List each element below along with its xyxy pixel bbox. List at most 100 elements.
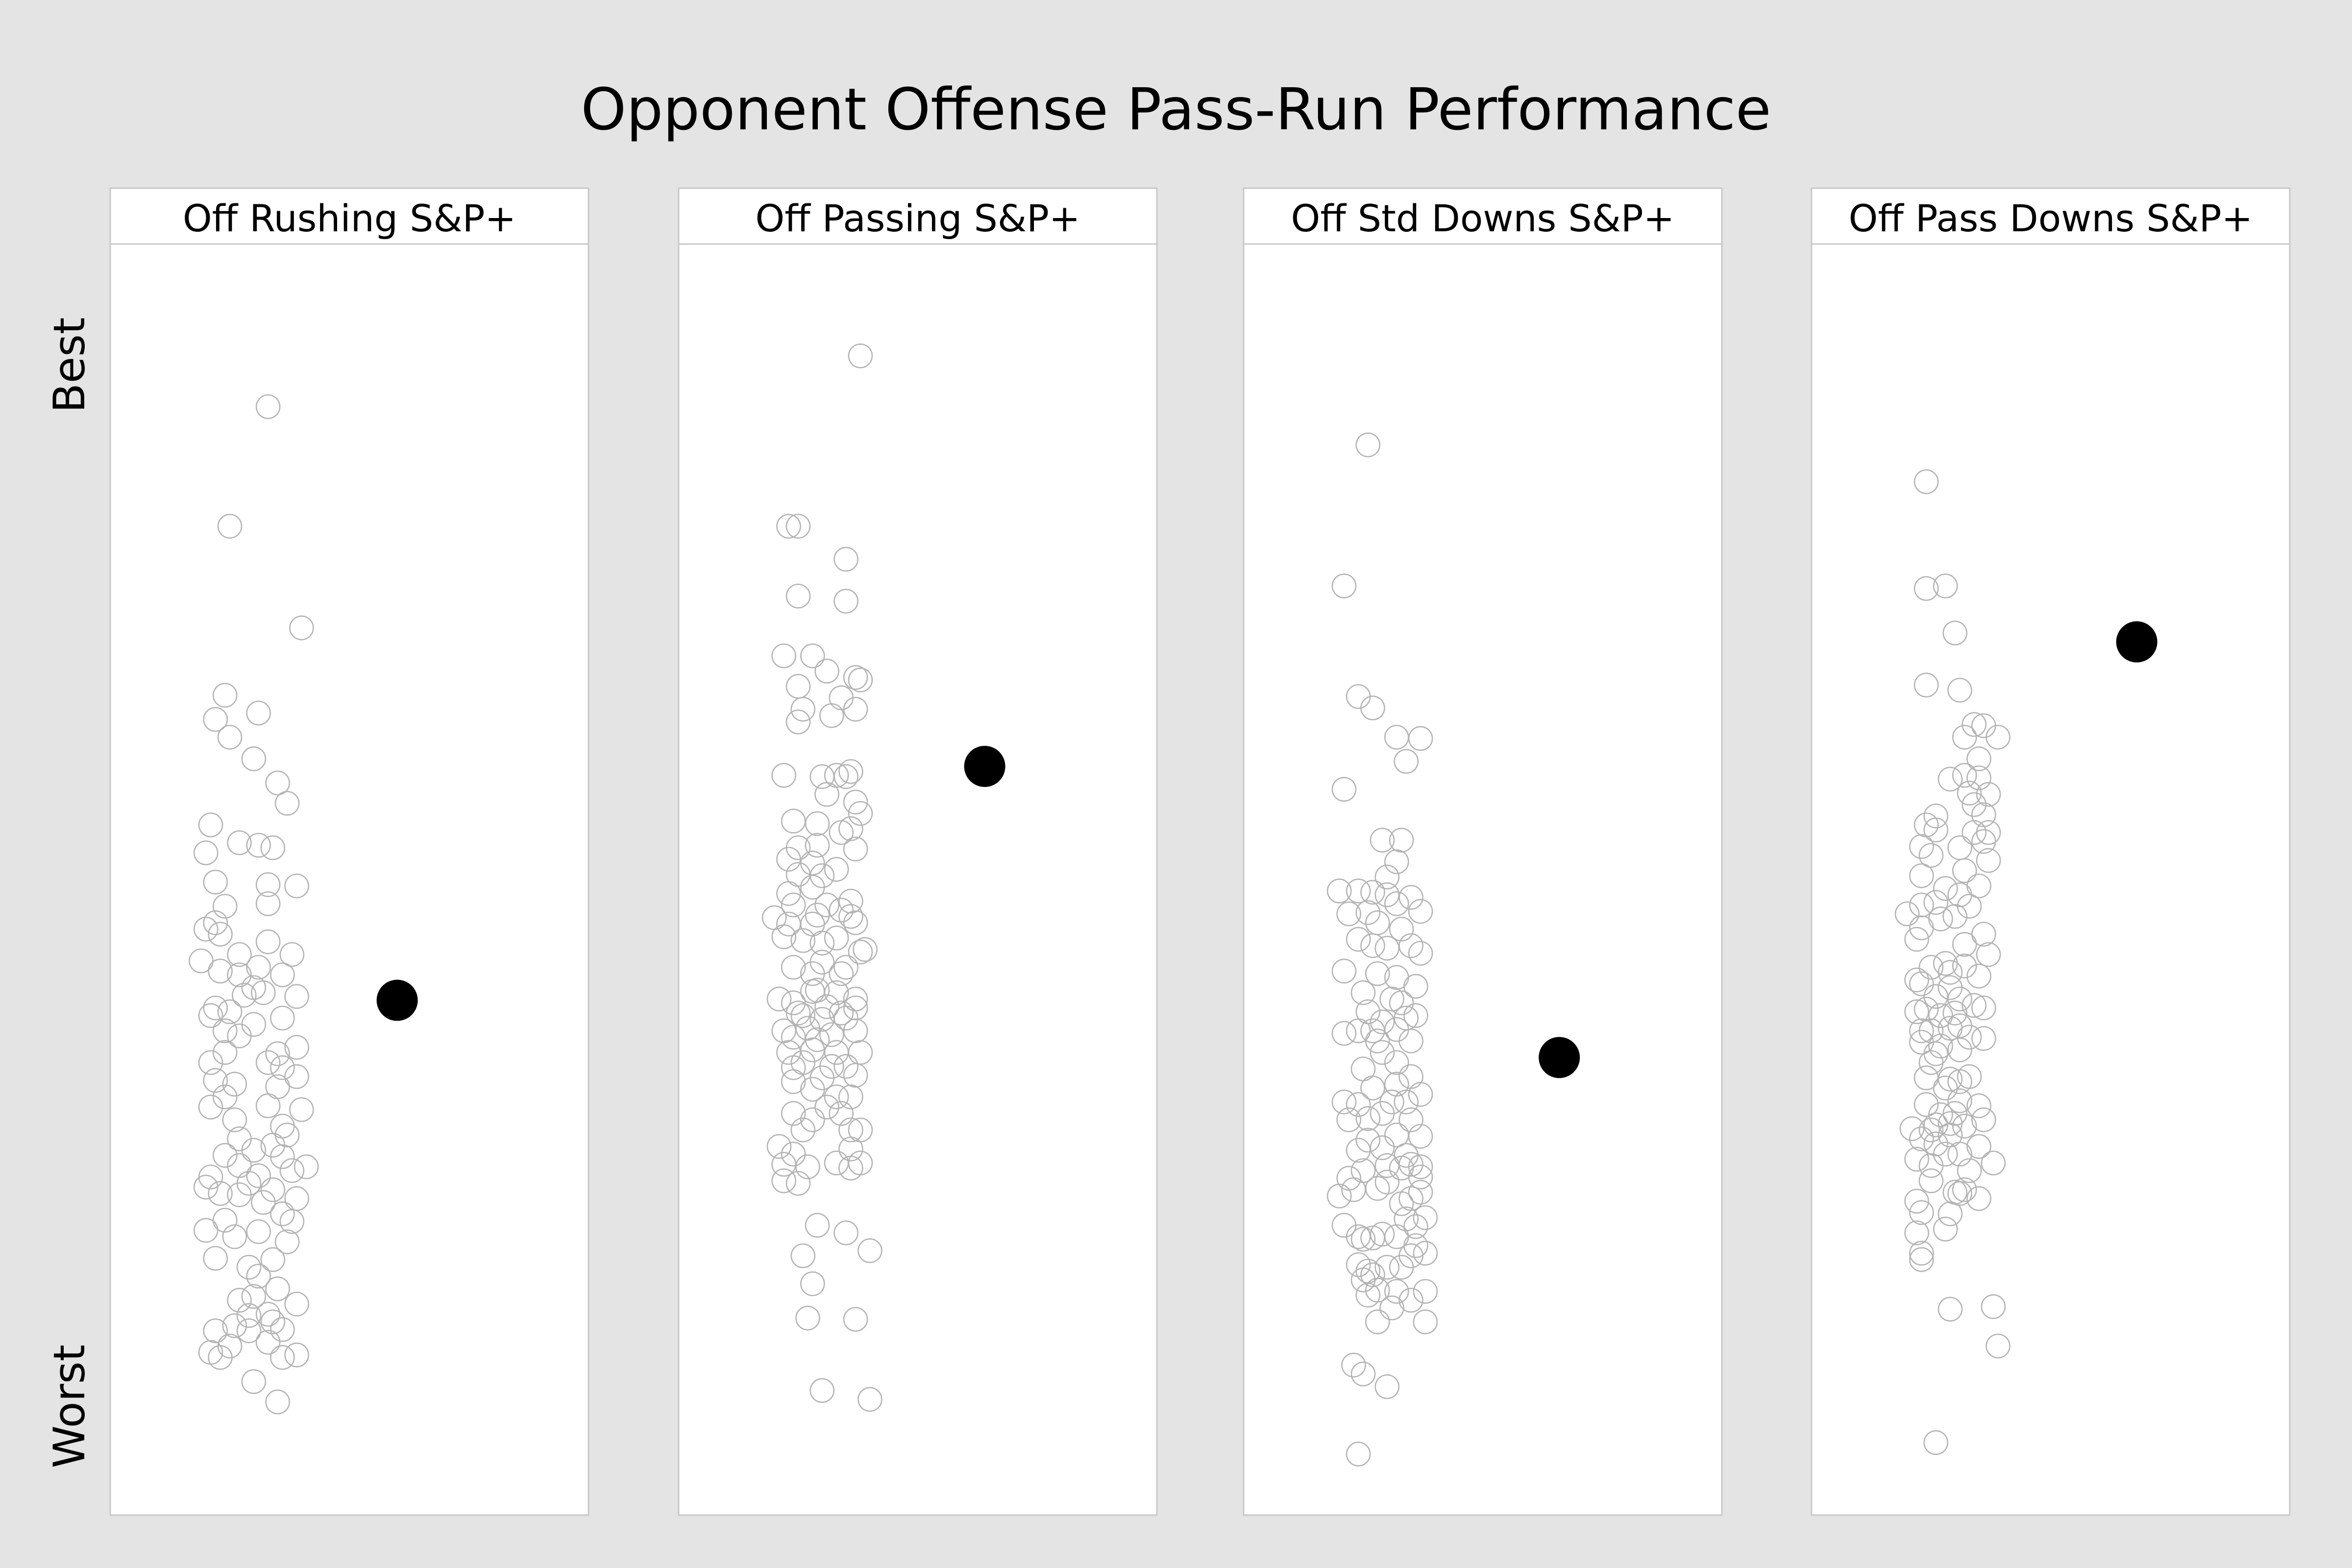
- opponent-point: [265, 770, 290, 796]
- opponent-point: [800, 1271, 825, 1297]
- opponent-point: [1971, 829, 1996, 854]
- opponent-point: [227, 942, 252, 967]
- opponent-point: [1370, 828, 1395, 853]
- opponent-point: [246, 833, 271, 858]
- opponent-point: [1909, 834, 1934, 859]
- panel-rushing: Off Rushing S&P+: [109, 187, 589, 1516]
- opponent-point: [800, 875, 825, 900]
- opponent-point: [781, 955, 806, 980]
- opponent-point: [1360, 933, 1385, 958]
- opponent-point: [1923, 1131, 1949, 1156]
- opponent-point: [1985, 725, 2010, 750]
- opponent-point: [1403, 1003, 1428, 1028]
- opponent-point: [227, 962, 252, 987]
- opponent-point: [1355, 900, 1381, 925]
- opponent-point: [781, 892, 806, 918]
- opponent-point: [809, 931, 835, 956]
- opponent-point: [795, 1305, 820, 1331]
- opponent-point: [1937, 766, 1963, 792]
- opponent-point: [1360, 880, 1385, 905]
- opponent-point: [805, 811, 830, 836]
- opponent-point: [833, 955, 858, 980]
- panel-title: Off Pass Downs S&P+: [1849, 196, 2253, 240]
- opponent-point: [1937, 1201, 1963, 1226]
- opponent-point: [814, 1095, 839, 1120]
- panel-plot-area: [109, 243, 589, 1516]
- opponent-point: [193, 1218, 219, 1243]
- opponent-point: [800, 979, 825, 1004]
- opponent-point: [1909, 971, 1934, 996]
- opponent-point: [270, 962, 295, 987]
- opponent-point: [848, 939, 873, 965]
- opponent-point: [1942, 1001, 1968, 1026]
- opponent-point: [1389, 916, 1414, 942]
- opponent-point: [1398, 1107, 1423, 1132]
- opponent-point: [1403, 1214, 1428, 1239]
- opponent-point: [1952, 725, 1977, 750]
- opponent-point: [1350, 980, 1376, 1005]
- opponent-point: [1384, 1279, 1409, 1304]
- opponent-point: [1346, 1018, 1371, 1043]
- opponent-point: [212, 1084, 238, 1109]
- opponent-point: [217, 514, 243, 539]
- opponent-point: [260, 1247, 286, 1272]
- opponent-point: [790, 697, 816, 722]
- opponent-point: [1360, 1262, 1385, 1287]
- opponent-point: [217, 999, 243, 1025]
- y-axis-label-worst: Worst: [44, 1345, 95, 1468]
- opponent-point: [838, 1084, 863, 1109]
- opponent-point: [1384, 849, 1409, 874]
- panel-title: Off Std Downs S&P+: [1291, 196, 1675, 240]
- opponent-point: [843, 910, 868, 935]
- opponent-point: [833, 1005, 858, 1030]
- opponent-point: [1904, 927, 1929, 952]
- opponent-point: [1913, 997, 1939, 1022]
- opponent-point: [1971, 922, 1996, 947]
- opponent-point: [1971, 1026, 1996, 1051]
- opponent-point: [1904, 1147, 1929, 1172]
- opponent-point: [771, 763, 796, 788]
- opponent-point: [227, 1182, 252, 1207]
- opponent-point: [1355, 1106, 1381, 1131]
- opponent-point: [824, 857, 849, 882]
- opponent-point: [776, 1040, 801, 1065]
- opponent-point: [1408, 1082, 1433, 1107]
- opponent-point: [1408, 726, 1433, 751]
- opponent-point: [265, 1041, 290, 1066]
- opponent-point: [1923, 1430, 1949, 1455]
- opponent-point: [1952, 763, 1977, 788]
- opponent-point: [800, 1107, 825, 1132]
- opponent-point: [241, 746, 267, 771]
- panel-passing: Off Passing S&P+: [678, 187, 1158, 1516]
- opponent-point: [1909, 1018, 1934, 1043]
- opponent-point: [1331, 777, 1357, 802]
- opponent-point: [1928, 1003, 1953, 1028]
- opponent-point: [833, 1220, 858, 1246]
- opponent-point: [236, 1318, 262, 1344]
- opponent-point: [819, 703, 844, 728]
- opponent-point: [848, 667, 873, 692]
- opponent-point: [1331, 958, 1357, 984]
- opponent-point: [858, 1238, 882, 1263]
- opponent-point: [1981, 1294, 2006, 1319]
- opponent-point: [833, 1054, 858, 1079]
- opponent-point: [1394, 749, 1419, 774]
- opponent-point: [776, 514, 801, 539]
- opponent-point: [1957, 1158, 1982, 1183]
- highlight-point: [2116, 621, 2157, 662]
- opponent-point: [265, 1276, 290, 1301]
- opponent-point: [833, 588, 858, 614]
- panel-plot-area: [678, 243, 1158, 1516]
- opponent-point: [814, 892, 839, 918]
- opponent-point: [1942, 1179, 1968, 1205]
- opponent-point: [1370, 1222, 1395, 1247]
- opponent-point: [1966, 765, 1991, 790]
- opponent-point: [1370, 1040, 1395, 1065]
- opponent-point: [1374, 882, 1400, 907]
- opponent-point: [1923, 1112, 1949, 1137]
- opponent-point: [829, 898, 854, 923]
- opponent-point: [1909, 915, 1934, 940]
- opponent-point: [274, 1229, 300, 1254]
- opponent-point: [1370, 1135, 1395, 1160]
- opponent-point: [1413, 1241, 1438, 1266]
